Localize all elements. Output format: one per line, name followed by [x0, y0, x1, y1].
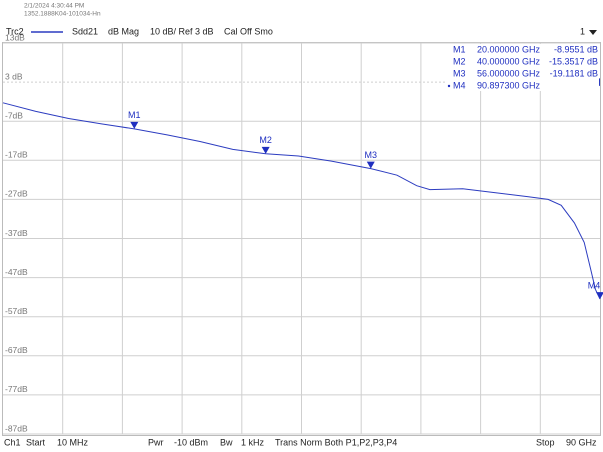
marker-table-value: -19.1181 dB	[550, 68, 598, 78]
y-tick-label: -67dB	[5, 345, 28, 355]
y-tick-label: -7dB	[5, 110, 23, 120]
footer-mode: Trans Norm Both P1,P2,P3,P4	[275, 437, 397, 447]
marker-label: M1	[128, 110, 141, 120]
y-tick-label: -77dB	[5, 384, 28, 394]
y-tick-label: 3 dB	[5, 71, 23, 81]
channel-index: 1	[580, 26, 585, 36]
marker-label: M4	[588, 280, 601, 290]
marker-table-freq: 90.897300 GHz	[477, 80, 541, 90]
footer-power-label: Pwr	[148, 437, 164, 447]
footer-stop: 90 GHz	[566, 437, 597, 447]
marker-triangle	[595, 292, 603, 300]
plot-area: 13dB 3 dB -7dB -17dB -27dB -37dB -47dB -57dB -67…	[2, 32, 603, 435]
trace-line	[2, 102, 601, 300]
legend-label: Sdd21	[72, 26, 98, 36]
marker-table-value: -15.3517 dB	[549, 56, 598, 66]
y-tick-label: -57dB	[5, 306, 28, 316]
footer-bw: 1 kHz	[241, 437, 265, 447]
y-tick-label: -17dB	[5, 150, 28, 160]
marker-table	[446, 44, 599, 91]
trace-name: Trc2	[6, 26, 24, 36]
marker-table-value: -8.9551 dB	[554, 44, 598, 54]
marker-table-freq: 20.000000 GHz	[477, 44, 541, 54]
marker-table-name: M4	[453, 80, 466, 90]
marker-triangle	[366, 161, 375, 169]
cal-state: Cal Off Smo	[224, 26, 273, 36]
footer-start-label: Start	[26, 437, 46, 447]
timestamp: 2/1/2024 4:30:44 PM	[24, 3, 84, 10]
marker-table-name: M3	[453, 68, 466, 78]
y-tick-label: -87dB	[5, 423, 28, 433]
y-tick-label: -47dB	[5, 267, 28, 277]
marker-triangle	[261, 146, 270, 154]
active-marker-dot	[447, 84, 451, 88]
footer-power: -10 dBm	[174, 437, 208, 447]
marker-table-freq: 56.000000 GHz	[477, 68, 541, 78]
y-tick-label: -27dB	[5, 189, 28, 199]
device-id: 1352.1888K04-101034-Hn	[24, 11, 101, 18]
marker-table-freq: 40.000000 GHz	[477, 56, 541, 66]
format: dB Mag	[108, 26, 139, 36]
scale: 10 dB/ Ref 3 dB	[150, 26, 214, 36]
footer-start: 10 MHz	[57, 437, 89, 447]
y-tick-label: -37dB	[5, 228, 28, 238]
dropdown-arrow	[589, 30, 597, 35]
footer-bw-label: Bw	[220, 437, 233, 447]
marker-table-name: M2	[453, 56, 466, 66]
footer-stop-label: Stop	[536, 437, 555, 447]
marker-triangle	[130, 121, 139, 129]
marker-label: M3	[365, 150, 378, 160]
y-tick-label: 13dB	[5, 32, 25, 42]
footer-channel: Ch1	[4, 437, 21, 447]
marker-table-name: M1	[453, 44, 466, 54]
marker-label: M2	[259, 135, 272, 145]
